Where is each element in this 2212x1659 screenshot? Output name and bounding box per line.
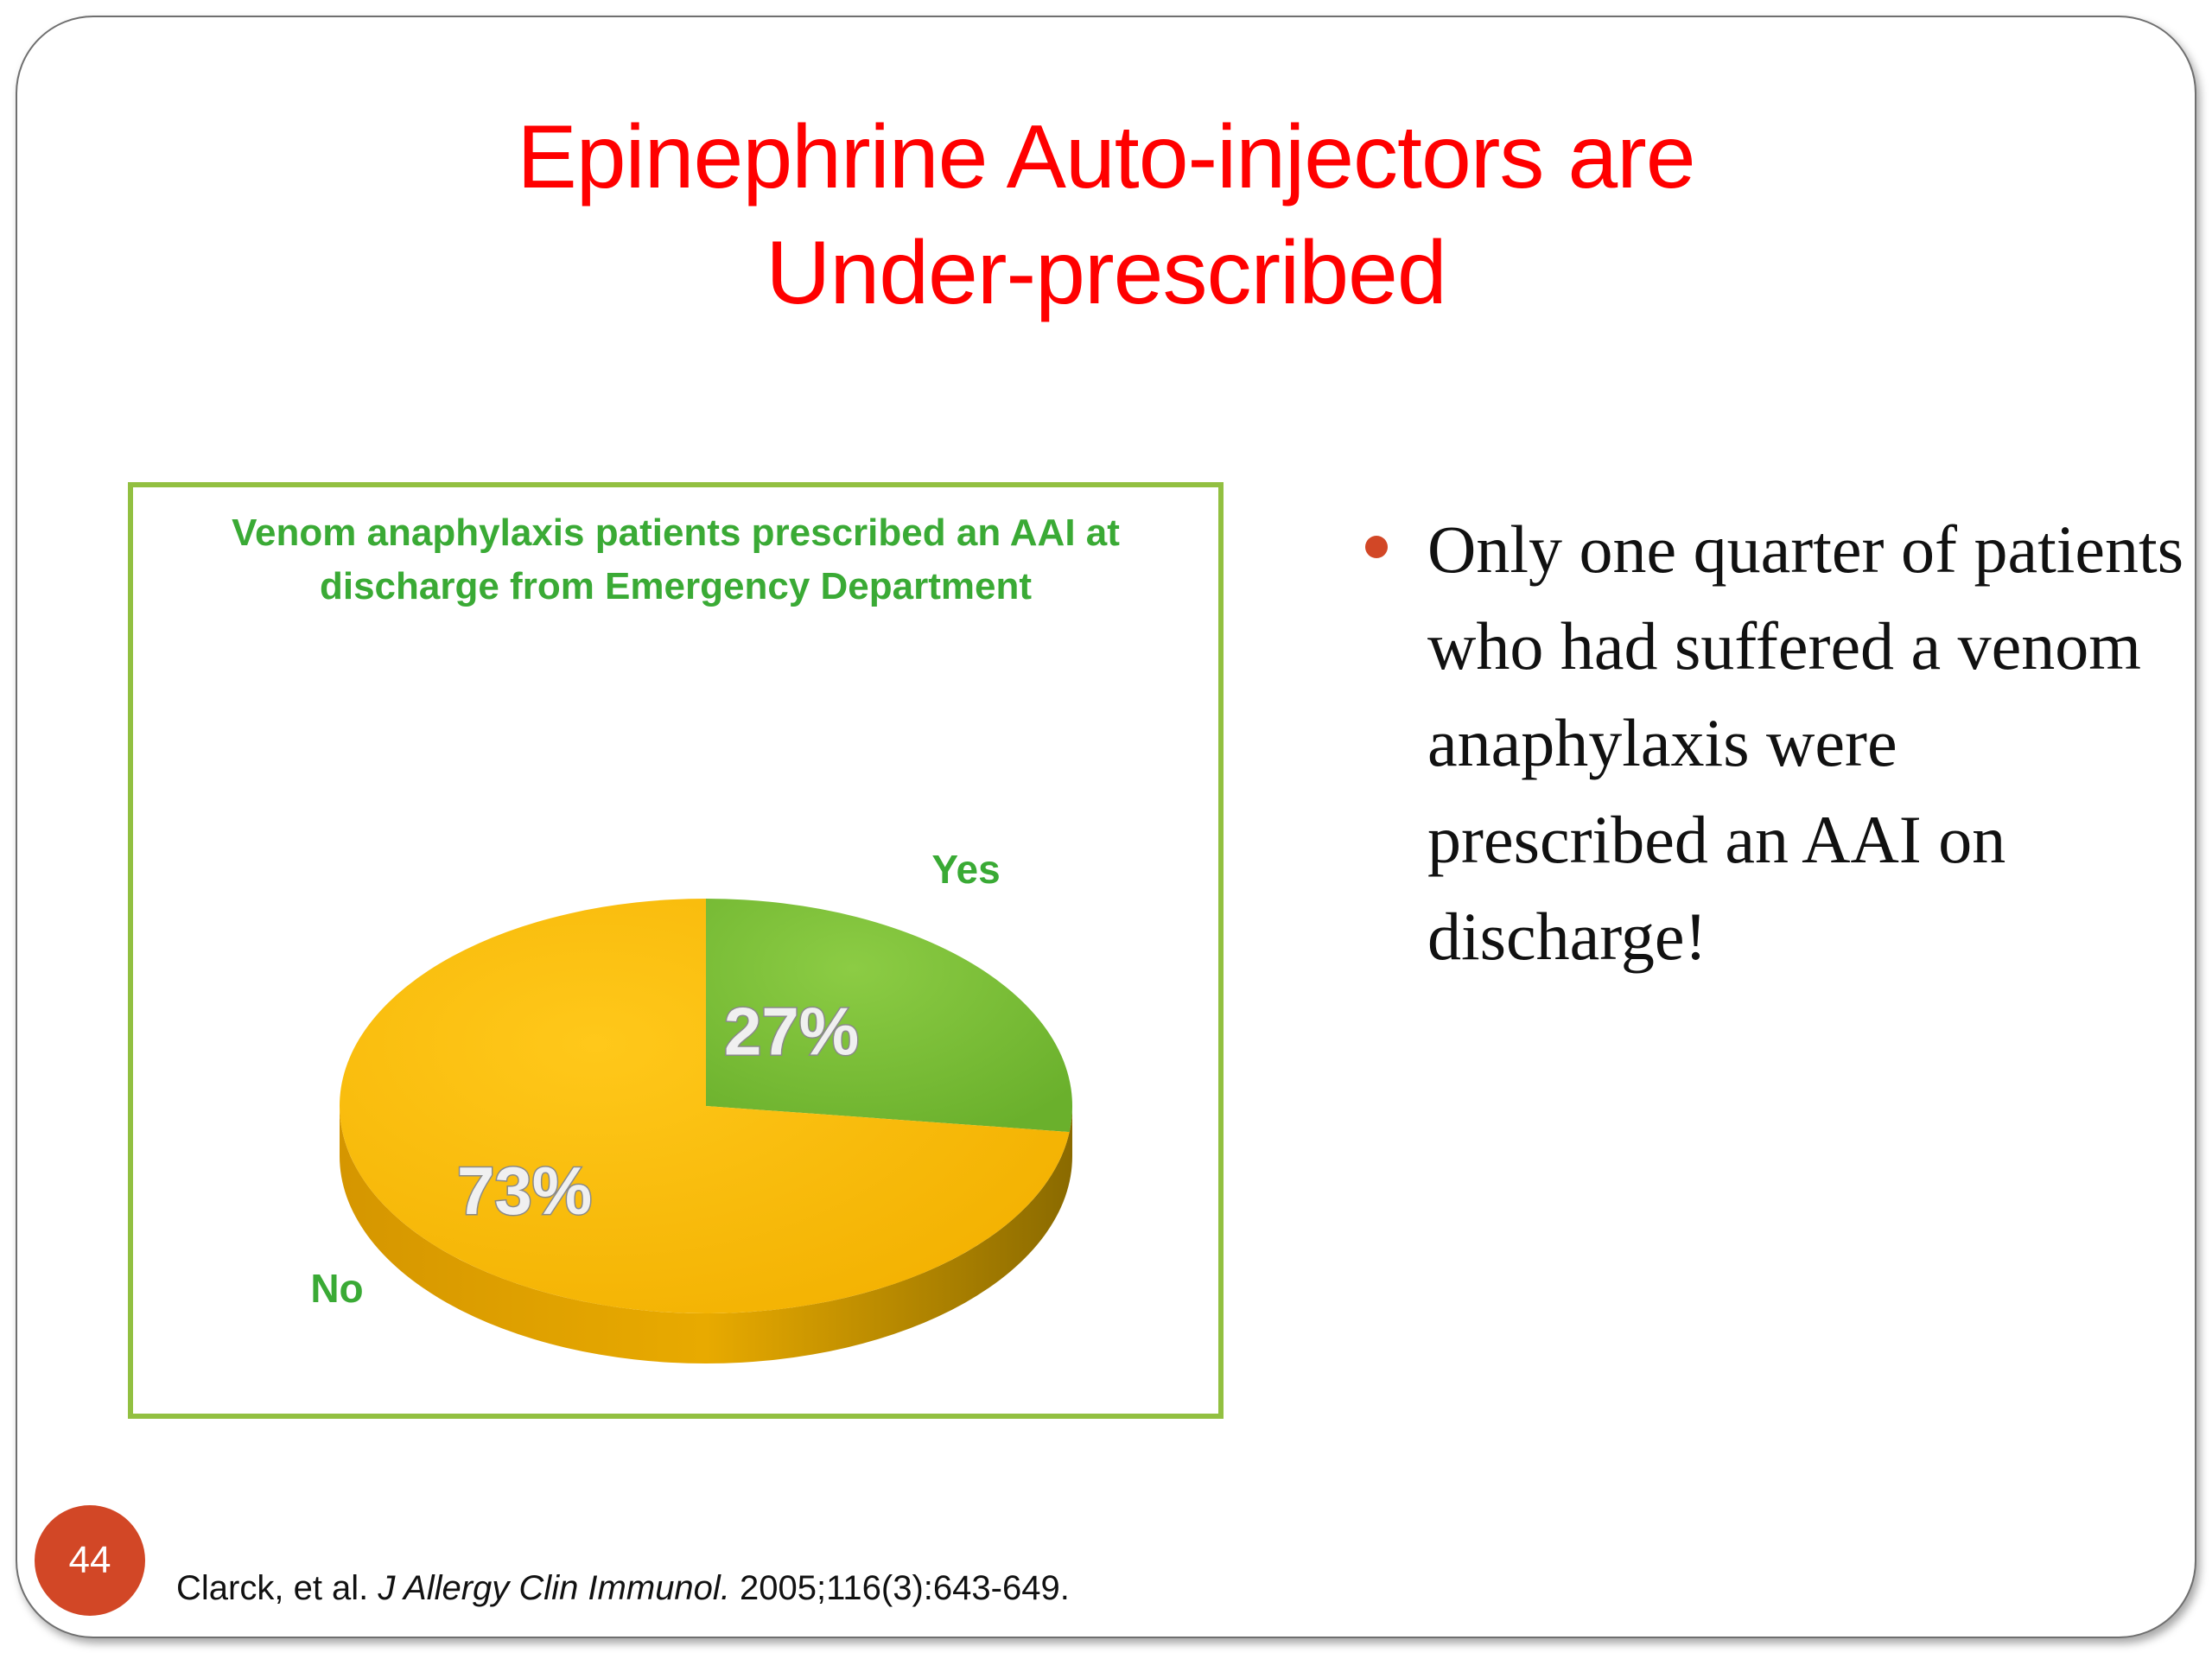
bullet-text: Only one quarter of patients who had suf… <box>1427 512 2184 974</box>
pie-side-wall <box>340 1106 1072 1363</box>
citation-authors: Clarck, et al. <box>176 1569 378 1607</box>
slide-title: Epinephrine Auto-injectors are Under-pre… <box>259 99 1953 331</box>
pie-chart: 27% 73% Yes No <box>310 847 1072 1363</box>
pie-value-label-no: 73% <box>457 1153 592 1229</box>
pie-slice-no <box>340 899 1070 1313</box>
citation: Clarck, et al. J Allergy Clin Immunol. 2… <box>176 1569 1070 1608</box>
pie-value-label-yes: 27% <box>724 994 859 1070</box>
chart-container: Venom anaphylaxis patients prescribed an… <box>128 482 1224 1419</box>
chart-title-line-2: discharge from Emergency Department <box>319 565 1033 607</box>
pie-category-label-yes: Yes <box>931 847 1000 892</box>
slide-number: 44 <box>35 1505 145 1616</box>
chart-title: Venom anaphylaxis patients prescribed an… <box>133 506 1218 613</box>
citation-journal: J Allergy Clin Immunol. <box>378 1569 730 1607</box>
citation-details: 2005;116(3):643-649. <box>729 1569 1070 1607</box>
chart-title-line-1: Venom anaphylaxis patients prescribed an… <box>232 512 1120 554</box>
slide-title-line-2: Under-prescribed <box>766 223 1446 323</box>
bullet-dot-icon <box>1365 536 1388 558</box>
slide-title-line-1: Epinephrine Auto-injectors are <box>517 107 1695 207</box>
pie-slice-yes <box>706 899 1072 1133</box>
pie-category-label-no: No <box>310 1266 363 1311</box>
